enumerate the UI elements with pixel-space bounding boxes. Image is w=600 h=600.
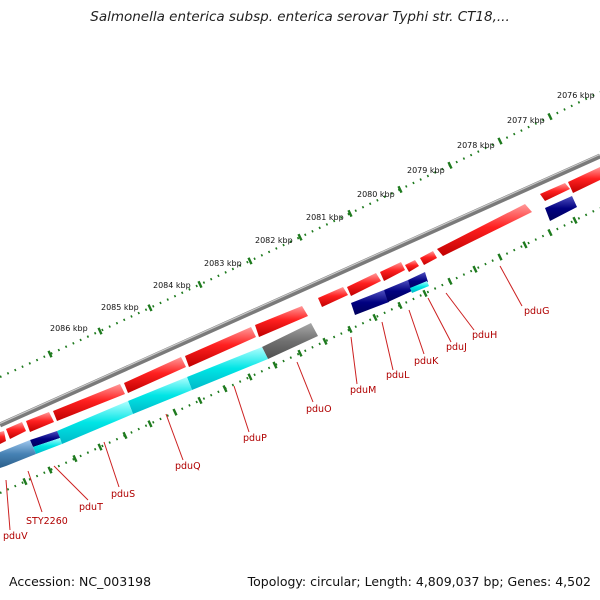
major-tick	[47, 466, 53, 474]
gene-label-pduG[interactable]: pduG	[524, 306, 549, 317]
major-tick	[347, 209, 353, 218]
inner-major-ticks	[22, 216, 578, 486]
major-tick	[547, 112, 553, 121]
label-leader-lines	[5, 265, 523, 531]
major-tick	[222, 385, 228, 393]
major-tick	[122, 431, 128, 440]
gene-feature[interactable]	[128, 377, 192, 414]
gene-feature[interactable]	[26, 412, 54, 432]
gene-feature[interactable]	[255, 306, 308, 337]
major-tick	[347, 325, 353, 334]
tick-label-2081: 2081 kbp	[306, 213, 344, 222]
gene-feature[interactable]	[545, 196, 577, 221]
gene-feature[interactable]	[380, 262, 405, 281]
major-tick	[447, 277, 453, 285]
gene-feature[interactable]	[185, 327, 256, 367]
major-tick	[197, 280, 203, 289]
gene-feature[interactable]	[408, 272, 428, 290]
gene-labels: pduG pduH pduJ pduK pduL pduM pduO pduP …	[3, 306, 549, 542]
tick-label-2077: 2077 kbp	[507, 116, 545, 125]
gene-label-pduQ[interactable]: pduQ	[175, 461, 201, 472]
gene-feature[interactable]	[57, 401, 133, 444]
outer-major-ticks	[47, 112, 553, 358]
gene-feature[interactable]	[568, 167, 600, 193]
major-tick	[47, 350, 53, 358]
tick-label-2076: 2076 kbp	[557, 91, 595, 100]
major-tick	[247, 257, 253, 265]
gene-label-STY2260[interactable]: STY2260	[26, 516, 68, 527]
backbone-arc	[0, 153, 600, 428]
major-tick	[97, 327, 103, 335]
major-tick	[497, 253, 503, 261]
major-tick	[272, 361, 278, 369]
gene-label-pduM[interactable]: pduM	[350, 385, 376, 396]
gene-feature[interactable]	[405, 260, 419, 272]
gene-feature[interactable]	[318, 287, 348, 307]
major-tick	[322, 337, 328, 346]
gene-label-pduH[interactable]: pduH	[472, 330, 497, 341]
tick-labels: 2076 kbp 2077 kbp 2078 kbp 2079 kbp 2080…	[50, 91, 595, 333]
gene-feature[interactable]	[410, 281, 429, 293]
gene-label-pduS[interactable]: pduS	[111, 489, 135, 500]
tick-label-2080: 2080 kbp	[357, 190, 395, 199]
gene-feature[interactable]	[187, 347, 268, 390]
topology-text: Topology: circular; Length: 4,809,037 bp…	[247, 574, 591, 589]
gene-feature[interactable]	[420, 251, 437, 265]
tick-label-2086: 2086 kbp	[50, 324, 88, 333]
tick-label-2084: 2084 kbp	[153, 281, 191, 290]
major-tick	[247, 373, 253, 381]
gene-feature[interactable]	[347, 273, 381, 296]
major-tick	[72, 454, 78, 463]
major-tick	[447, 161, 453, 169]
reverse-strand-genes	[0, 196, 577, 468]
gene-label-pduV[interactable]: pduV	[3, 531, 28, 542]
gene-feature[interactable]	[0, 440, 36, 468]
major-tick	[147, 304, 153, 312]
gene-feature[interactable]	[53, 384, 125, 421]
tick-label-2079: 2079 kbp	[407, 166, 445, 175]
gene-label-pduO[interactable]: pduO	[306, 404, 332, 415]
major-tick	[172, 408, 178, 416]
gene-feature[interactable]	[540, 183, 570, 201]
tick-label-2078: 2078 kbp	[457, 141, 495, 150]
major-tick	[572, 216, 578, 224]
map-title: Salmonella enterica subsp. enterica sero…	[90, 9, 510, 25]
gene-feature[interactable]	[6, 422, 26, 439]
gene-feature[interactable]	[262, 323, 318, 359]
gene-feature[interactable]	[384, 280, 412, 302]
major-tick	[397, 301, 403, 310]
forward-strand-genes	[0, 167, 600, 444]
major-tick	[522, 241, 528, 249]
gene-feature[interactable]	[437, 204, 532, 256]
major-tick	[147, 420, 153, 428]
major-tick	[397, 185, 403, 194]
major-tick	[372, 313, 378, 322]
gene-feature[interactable]	[0, 431, 6, 444]
major-tick	[97, 443, 103, 451]
major-tick	[422, 289, 428, 298]
major-tick	[497, 137, 503, 145]
accession-text: Accession: NC_003198	[9, 574, 152, 589]
gene-label-pduL[interactable]: pduL	[386, 370, 410, 381]
gene-label-pduP[interactable]: pduP	[243, 433, 267, 444]
gene-feature[interactable]	[30, 431, 60, 447]
major-tick	[297, 349, 303, 357]
gene-feature[interactable]	[33, 438, 62, 454]
tick-label-2085: 2085 kbp	[101, 303, 139, 312]
major-tick	[472, 265, 478, 273]
gene-label-pduJ[interactable]: pduJ	[446, 342, 467, 353]
gene-feature[interactable]	[351, 290, 389, 315]
major-tick	[22, 477, 28, 486]
gene-feature[interactable]	[124, 357, 186, 393]
tick-label-2083: 2083 kbp	[204, 259, 242, 268]
gene-label-pduK[interactable]: pduK	[414, 356, 439, 367]
tick-label-2082: 2082 kbp	[255, 236, 293, 245]
major-tick	[547, 228, 553, 237]
major-tick	[297, 233, 303, 241]
gene-label-pduT[interactable]: pduT	[79, 502, 103, 513]
major-tick	[197, 396, 203, 405]
